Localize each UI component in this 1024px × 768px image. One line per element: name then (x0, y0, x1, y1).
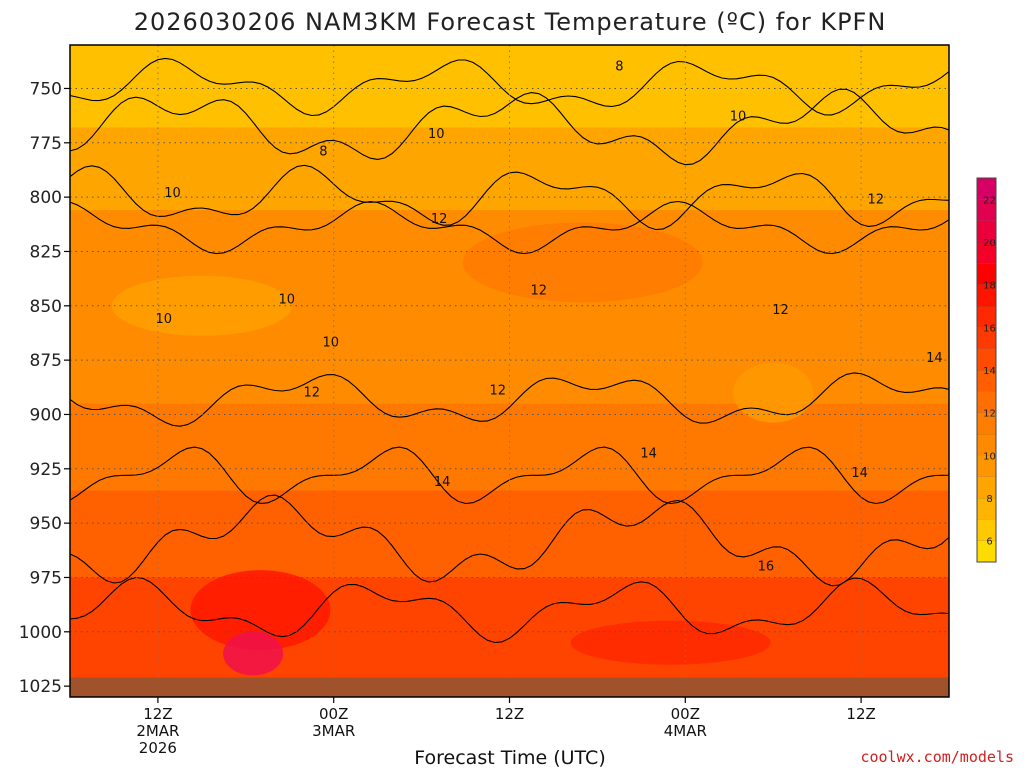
cool-pocket-day3 (733, 362, 814, 423)
warm-pocket-day3 (570, 620, 771, 665)
colorbar-swatch (977, 327, 996, 349)
colorbar-swatch (977, 199, 996, 221)
colorbar-swatch (977, 455, 996, 477)
contour-label: 10 (155, 312, 172, 327)
colorbar-swatch (977, 306, 996, 328)
colorbar-swatch (977, 220, 996, 242)
contour-label: 12 (531, 284, 548, 299)
colorbar-swatch (977, 348, 996, 370)
contour-label: 14 (926, 351, 943, 366)
colorbar-swatch (977, 434, 996, 456)
x-tick-label: 12Z (495, 705, 524, 723)
contour-labels: 8 8 10 10 10 10 10 10 12 12 12 12 12 12 14 14 14 14 16 (155, 60, 942, 575)
colorbar-swatch (977, 284, 996, 306)
cool-pocket-day1 (111, 275, 292, 336)
plot-area: 8 8 10 10 10 10 10 10 12 12 12 12 12 12 14 14 14 14 16 (70, 45, 949, 697)
x-tick-label: 4MAR (664, 722, 707, 740)
y-tick-label: 1000 (19, 623, 62, 643)
contour-16 (70, 494, 949, 587)
x-tick-label: 12Z (143, 705, 172, 723)
colorbar-tick-label: 16 (983, 323, 996, 334)
credit-text: coolwx.com/models (860, 748, 1014, 766)
contour-18 (70, 576, 949, 644)
contour-label: 12 (431, 212, 448, 227)
contour-label: 10 (322, 336, 339, 351)
y-tick-label: 900 (30, 405, 62, 425)
colorbar-swatch (977, 178, 996, 200)
colorbar: 6 8 10 12 14 16 18 20 22 (976, 177, 997, 563)
ground-below-surface (70, 677, 949, 697)
colorbar-swatch (977, 263, 996, 285)
contour-label: 12 (303, 386, 320, 401)
colorbar-swatch (977, 412, 996, 434)
colorbar-frame (976, 177, 997, 563)
y-tick-label: 750 (30, 79, 62, 99)
contour-label: 12 (867, 192, 884, 207)
y-tick-label: 950 (30, 514, 62, 534)
y-tick-label: 975 (30, 568, 62, 588)
x-tick-label: 00Z (319, 705, 348, 723)
band-8c (70, 45, 949, 128)
colorbar-tick-label: 14 (983, 366, 996, 377)
colorbar-tick-label: 20 (983, 238, 996, 249)
colorbar-swatch (977, 391, 996, 413)
band-10c (70, 127, 949, 211)
contour-12b (70, 372, 949, 427)
colorbar-tick-label: 8 (986, 494, 992, 505)
warm-pocket-12c (462, 222, 703, 303)
colorbar-tick-label: 12 (983, 409, 996, 420)
contour-10a (70, 88, 949, 166)
contour-label: 10 (730, 110, 747, 125)
contour-label: 10 (428, 127, 445, 142)
colorbar-swatch (977, 242, 996, 264)
contour-label: 8 (615, 60, 623, 75)
colorbar-swatch (977, 498, 996, 520)
colorbar-swatch (977, 476, 996, 498)
colorbar-tick-label: 10 (983, 451, 996, 462)
colorbar-tick-label: 18 (983, 281, 996, 292)
colorbar-swatch (977, 540, 996, 562)
colorbar-tick-label: 22 (983, 195, 996, 206)
x-tick-label: 2MAR (136, 722, 179, 740)
contour-label: 12 (490, 384, 507, 399)
x-tick-label: 2026 (139, 739, 177, 757)
x-axis-label: Forecast Time (UTC) (414, 747, 605, 768)
x-tick-label: 3MAR (312, 722, 355, 740)
contour-label: 14 (434, 475, 451, 490)
chart-title: 2026030206 NAM3KM Forecast Temperature (… (134, 8, 887, 36)
y-tick-label: 800 (30, 188, 62, 208)
contour-label: 8 (319, 144, 327, 159)
warm-pocket-20c (223, 631, 284, 676)
colorbar-swatch (977, 519, 996, 541)
contour-label: 10 (279, 292, 296, 307)
contour-label: 16 (758, 560, 775, 575)
contour-label: 14 (640, 447, 657, 462)
colorbar-tick-label: 6 (986, 537, 992, 548)
y-tick-label: 875 (30, 351, 62, 371)
contour-label: 10 (164, 186, 181, 201)
y-tick-label: 850 (30, 297, 62, 317)
colorbar-swatch (977, 370, 996, 392)
y-tick-label: 825 (30, 242, 62, 262)
x-tick-label: 12Z (846, 705, 875, 723)
band-16c (70, 490, 949, 578)
y-tick-label: 775 (30, 134, 62, 154)
x-tick-label: 00Z (671, 705, 700, 723)
y-tick-label: 925 (30, 460, 62, 480)
y-axis: 750 775 800 825 850 875 900 925 950 975 1000 1025 (19, 79, 70, 697)
contour-label: 14 (851, 466, 868, 481)
warm-pocket-18c (190, 570, 331, 651)
y-tick-label: 1025 (19, 677, 62, 697)
contour-label: 12 (772, 303, 789, 318)
